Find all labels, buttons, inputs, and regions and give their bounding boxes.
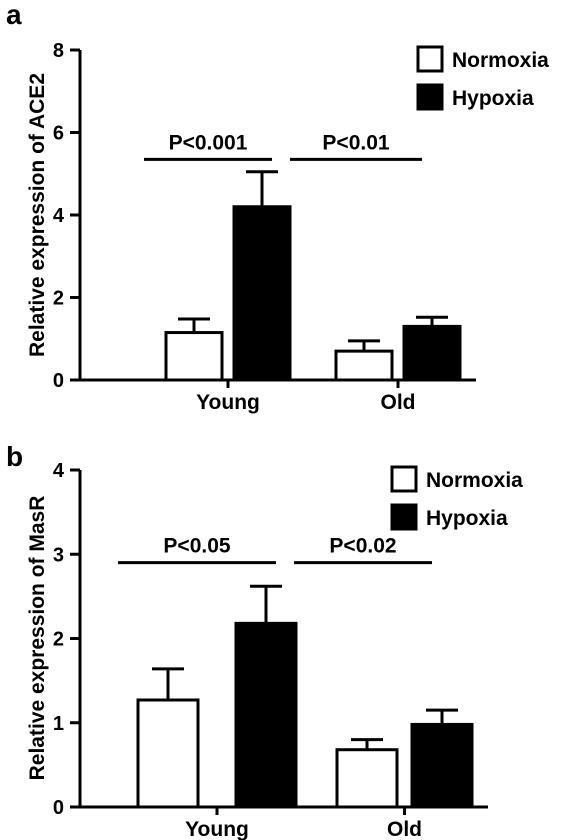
panel-a-y-axis-title: Relative expression of ACE2 bbox=[26, 73, 49, 357]
panel-a-category-label: Young bbox=[196, 391, 260, 414]
panel-b-category-label: Old bbox=[387, 818, 422, 840]
panel-a-y-tick-label: 2 bbox=[53, 288, 64, 310]
panel-b-significance-label: P<0.02 bbox=[329, 535, 396, 558]
panel-a-bar-old-hypoxia bbox=[402, 324, 462, 382]
panel-b-y-tick-label: 4 bbox=[53, 460, 65, 482]
panel-b-category-label: Young bbox=[185, 818, 249, 840]
panel-b-legend-swatch-normoxia bbox=[390, 465, 418, 493]
panel-a-y-tick-label: 6 bbox=[53, 123, 64, 145]
panel-b-y-tick-label: 2 bbox=[53, 629, 64, 651]
panel-a-category-label: Old bbox=[381, 391, 416, 414]
panel-b-legend-label-hypoxia: Hypoxia bbox=[426, 507, 508, 530]
panel-b-bar-young-hypoxia bbox=[234, 621, 298, 809]
panel-a-significance-label: P<0.01 bbox=[322, 131, 389, 154]
panel-a-bar-young-hypoxia bbox=[232, 205, 292, 382]
panel-a-legend-label-hypoxia: Hypoxia bbox=[452, 87, 534, 110]
panel-a-y-tick-label: 8 bbox=[53, 40, 64, 62]
panel-b-legend-label-normoxia: Normoxia bbox=[426, 469, 523, 492]
panel-b-label: b bbox=[6, 441, 23, 472]
panel-a-y-tick-label: 0 bbox=[53, 370, 64, 392]
panel-a-y-tick-label: 4 bbox=[53, 205, 65, 227]
panel-b-bar-old-hypoxia bbox=[410, 722, 474, 809]
panel-a-legend-label-normoxia: Normoxia bbox=[452, 49, 549, 72]
panel-b-y-tick-label: 3 bbox=[53, 544, 64, 566]
panel-a-legend-swatch-hypoxia bbox=[416, 83, 444, 111]
panel-b-y-tick-label: 0 bbox=[53, 797, 64, 819]
panel-a-bar-young-normoxia bbox=[164, 331, 224, 382]
panel-b-significance-label: P<0.05 bbox=[163, 535, 230, 558]
panel-b-legend-swatch-hypoxia bbox=[390, 503, 418, 531]
panel-b-y-tick-label: 1 bbox=[53, 713, 64, 735]
panel-a-significance-label: P<0.001 bbox=[169, 131, 248, 154]
panel-b-y-axis-title: Relative expression of MasR bbox=[26, 496, 49, 781]
panel-a-label: a bbox=[6, 0, 22, 30]
panel-a-bar-old-normoxia bbox=[334, 349, 394, 382]
panel-b-bar-young-normoxia bbox=[136, 698, 200, 809]
panel-b-bar-old-normoxia bbox=[335, 748, 399, 809]
panel-a-legend-swatch-normoxia bbox=[416, 45, 444, 73]
